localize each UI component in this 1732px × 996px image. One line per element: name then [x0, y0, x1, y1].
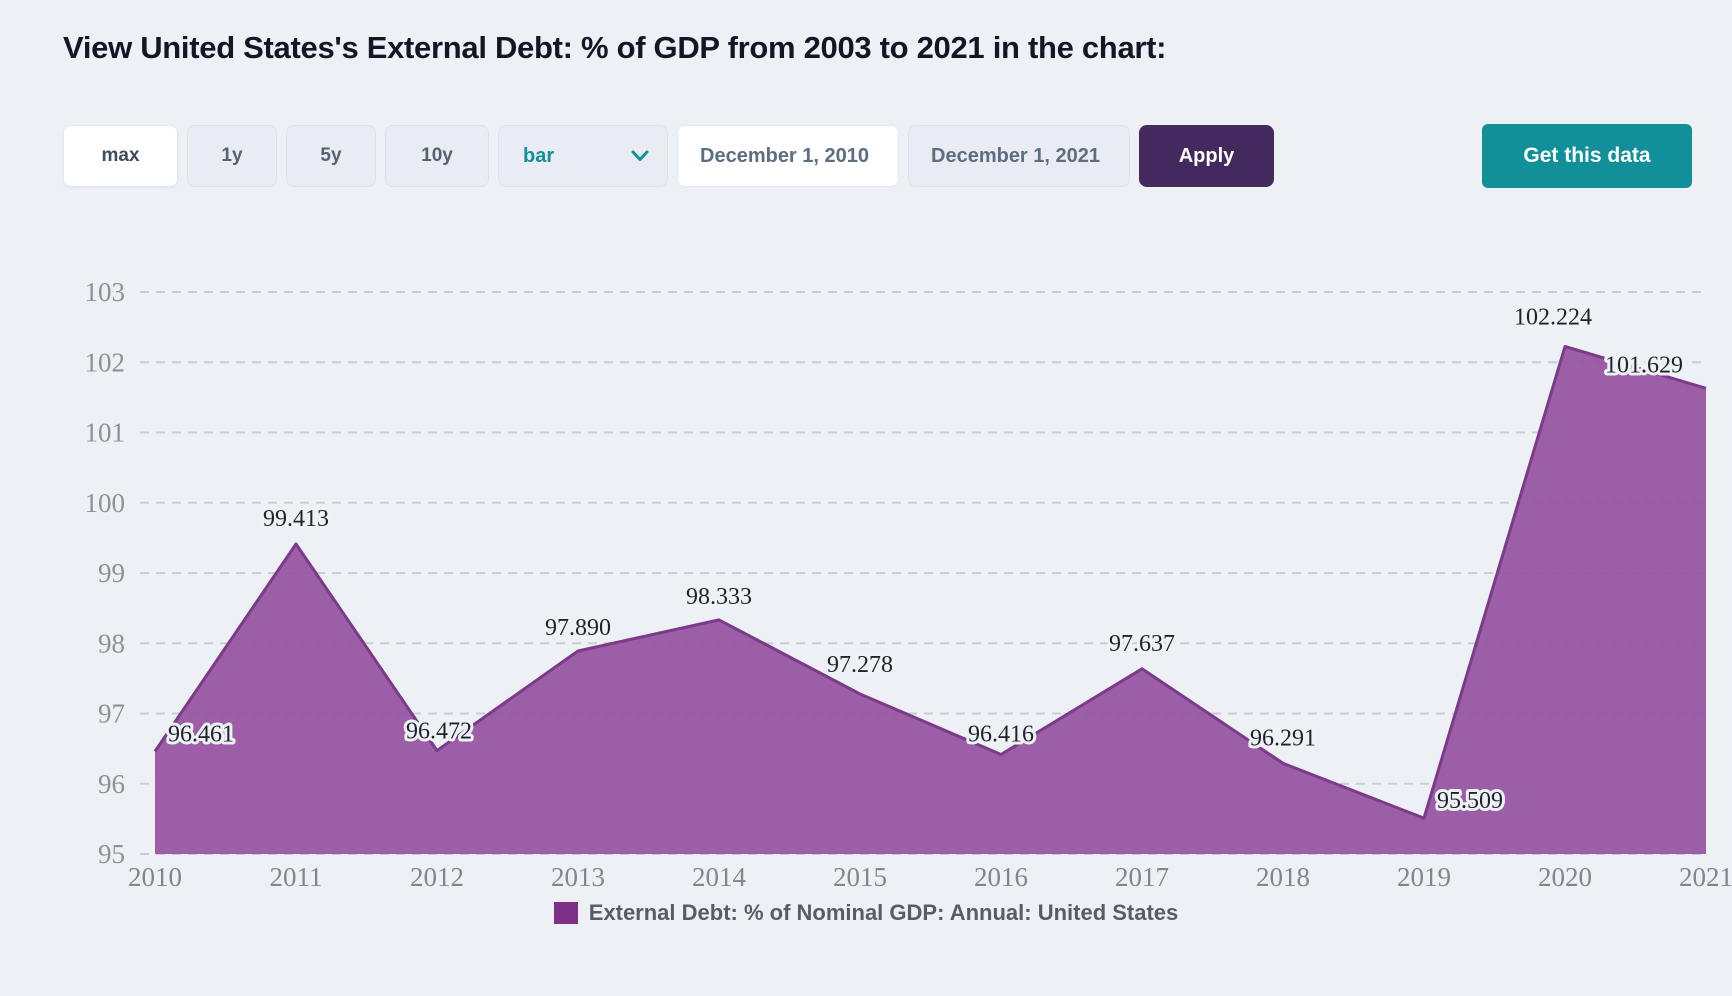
svg-text:2016: 2016 — [974, 862, 1028, 892]
chevron-down-icon — [631, 150, 649, 162]
svg-text:2018: 2018 — [1256, 862, 1310, 892]
svg-text:2011: 2011 — [270, 862, 323, 892]
data-label: 98.333 — [686, 584, 752, 610]
range-button-1y[interactable]: 1y — [187, 125, 277, 187]
chart-type-value: bar — [523, 144, 555, 167]
data-label: 99.413 — [263, 506, 329, 532]
data-label: 95.509 — [1437, 788, 1503, 814]
svg-text:2013: 2013 — [551, 862, 605, 892]
get-data-button[interactable]: Get this data — [1482, 124, 1692, 188]
svg-text:2014: 2014 — [692, 862, 747, 892]
svg-text:2015: 2015 — [833, 862, 887, 892]
svg-text:100: 100 — [85, 488, 126, 518]
svg-text:2021: 2021 — [1679, 862, 1732, 892]
range-button-10y[interactable]: 10y — [385, 125, 489, 187]
data-label: 96.291 — [1250, 725, 1316, 751]
data-label: 101.629 — [1605, 352, 1683, 378]
data-label: 97.637 — [1109, 631, 1175, 657]
apply-button[interactable]: Apply — [1139, 125, 1274, 187]
svg-text:101: 101 — [85, 418, 126, 448]
range-button-max[interactable]: max — [63, 125, 178, 187]
range-button-5y[interactable]: 5y — [286, 125, 376, 187]
svg-text:95: 95 — [98, 839, 125, 869]
legend-label: External Debt: % of Nominal GDP: Annual:… — [588, 900, 1179, 925]
end-date-value: December 1, 2021 — [931, 144, 1101, 167]
svg-text:2012: 2012 — [410, 862, 464, 892]
area-chart: 95 96 97 98 99 100 101 102 103 2010 2011 2012 2013 20… — [85, 277, 1732, 892]
svg-text:102: 102 — [85, 347, 126, 377]
svg-text:2020: 2020 — [1538, 862, 1592, 892]
svg-text:2019: 2019 — [1397, 862, 1451, 892]
legend-swatch — [553, 902, 578, 924]
svg-text:103: 103 — [85, 277, 126, 307]
data-label: 102.224 — [1514, 305, 1592, 331]
svg-text:97: 97 — [98, 699, 125, 729]
svg-text:96: 96 — [98, 769, 125, 799]
data-label: 97.890 — [545, 615, 611, 641]
data-label: 96.416 — [968, 722, 1034, 748]
page-title: View United States's External Debt: % of… — [63, 30, 1167, 65]
toolbar: max 1y 5y 10y bar December 1, 2010 Decem… — [63, 124, 1692, 188]
svg-text:99: 99 — [98, 558, 125, 588]
data-label: 96.461 — [168, 721, 234, 747]
svg-text:98: 98 — [98, 628, 125, 658]
page: View United States's External Debt: % of… — [0, 30, 1732, 996]
chart-area: 95 96 97 98 99 100 101 102 103 2010 2011 2012 2013 20… — [0, 234, 1732, 894]
data-label: 96.472 — [406, 719, 472, 745]
data-label: 97.278 — [827, 652, 893, 678]
svg-text:2010: 2010 — [128, 862, 182, 892]
svg-text:2017: 2017 — [1115, 862, 1169, 892]
legend: External Debt: % of Nominal GDP: Annual:… — [0, 900, 1732, 926]
end-date-input[interactable]: December 1, 2021 — [908, 125, 1130, 187]
start-date-input[interactable]: December 1, 2010 — [677, 125, 899, 187]
chart-type-select[interactable]: bar — [498, 125, 668, 187]
start-date-value: December 1, 2010 — [700, 144, 870, 167]
